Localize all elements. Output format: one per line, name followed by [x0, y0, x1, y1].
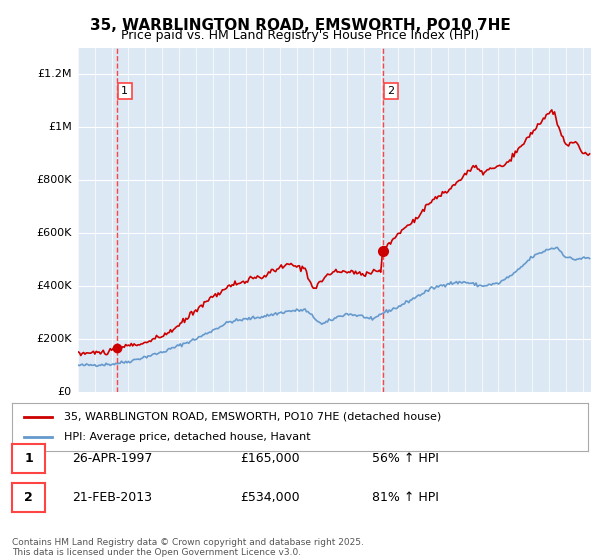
Text: 56% ↑ HPI: 56% ↑ HPI	[372, 452, 439, 465]
Text: £200K: £200K	[37, 334, 72, 344]
Text: 2: 2	[387, 86, 394, 96]
Text: £534,000: £534,000	[240, 491, 299, 505]
Text: 2: 2	[24, 491, 33, 505]
Text: 1: 1	[24, 452, 33, 465]
Text: 35, WARBLINGTON ROAD, EMSWORTH, PO10 7HE (detached house): 35, WARBLINGTON ROAD, EMSWORTH, PO10 7HE…	[64, 412, 441, 422]
Text: £165,000: £165,000	[240, 452, 299, 465]
Text: £600K: £600K	[37, 228, 72, 238]
Text: HPI: Average price, detached house, Havant: HPI: Average price, detached house, Hava…	[64, 432, 310, 442]
Text: 21-FEB-2013: 21-FEB-2013	[72, 491, 152, 505]
Text: Contains HM Land Registry data © Crown copyright and database right 2025.
This d: Contains HM Land Registry data © Crown c…	[12, 538, 364, 557]
Text: £800K: £800K	[37, 175, 72, 185]
Text: Price paid vs. HM Land Registry's House Price Index (HPI): Price paid vs. HM Land Registry's House …	[121, 29, 479, 42]
Text: 1: 1	[121, 86, 128, 96]
Text: 81% ↑ HPI: 81% ↑ HPI	[372, 491, 439, 505]
Text: 35, WARBLINGTON ROAD, EMSWORTH, PO10 7HE: 35, WARBLINGTON ROAD, EMSWORTH, PO10 7HE	[89, 18, 511, 33]
Text: £400K: £400K	[37, 281, 72, 291]
Text: £1M: £1M	[48, 122, 72, 132]
Text: £0: £0	[58, 387, 72, 397]
Text: 26-APR-1997: 26-APR-1997	[72, 452, 152, 465]
Text: £1.2M: £1.2M	[37, 69, 72, 79]
